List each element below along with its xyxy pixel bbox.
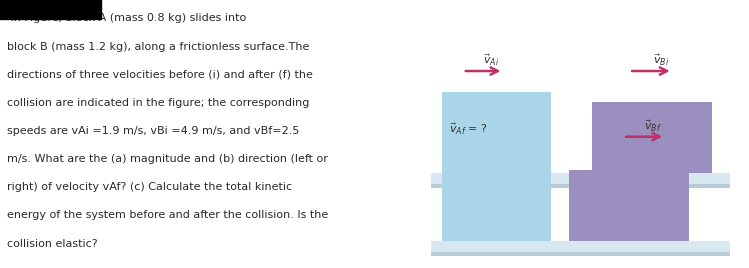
Text: energy of the system before and after the collision. Is the: energy of the system before and after th… bbox=[7, 210, 329, 220]
Text: $\vec{v}_{Bi}$: $\vec{v}_{Bi}$ bbox=[652, 53, 669, 68]
Text: $\vec{v}_{Bf}$: $\vec{v}_{Bf}$ bbox=[644, 118, 662, 134]
Bar bbox=[0, 0, 101, 19]
Text: collision elastic?: collision elastic? bbox=[7, 239, 98, 248]
Text: $\vec{v}_{Af}$ = ?: $\vec{v}_{Af}$ = ? bbox=[449, 121, 488, 137]
Text: In Figure, block A (mass 0.8 kg) slides into: In Figure, block A (mass 0.8 kg) slides … bbox=[7, 13, 246, 23]
Text: $\vec{v}_{Ai}$: $\vec{v}_{Ai}$ bbox=[482, 53, 499, 68]
Bar bbox=[431, 173, 730, 184]
Text: right) of velocity vAf? (c) Calculate the total kinetic: right) of velocity vAf? (c) Calculate th… bbox=[7, 182, 293, 192]
Text: speeds are vAi =1.9 m/s, vBi =4.9 m/s, and vBf=2.5: speeds are vAi =1.9 m/s, vBi =4.9 m/s, a… bbox=[7, 126, 300, 136]
Bar bbox=[442, 92, 551, 173]
Bar bbox=[431, 241, 730, 252]
Bar bbox=[431, 241, 730, 256]
Text: collision are indicated in the figure; the corresponding: collision are indicated in the figure; t… bbox=[7, 98, 310, 108]
Text: block B (mass 1.2 kg), along a frictionless surface.The: block B (mass 1.2 kg), along a frictionl… bbox=[7, 42, 310, 51]
Bar bbox=[569, 170, 689, 241]
Bar bbox=[431, 173, 730, 188]
Text: m/s. What are the (a) magnitude and (b) direction (left or: m/s. What are the (a) magnitude and (b) … bbox=[7, 154, 328, 164]
Text: directions of three velocities before (i) and after (f) the: directions of three velocities before (i… bbox=[7, 70, 313, 80]
Bar bbox=[592, 102, 712, 173]
Bar bbox=[442, 161, 551, 241]
